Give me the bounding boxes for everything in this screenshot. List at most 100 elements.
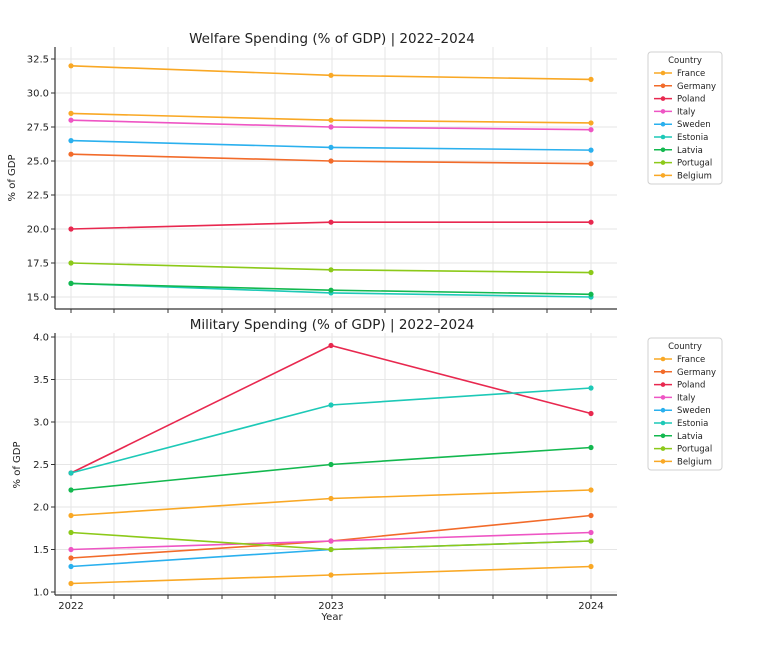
military-point-belgium-2022: [68, 580, 74, 587]
welfare-legend-label: Italy: [677, 107, 695, 117]
military-line-france: [70, 489, 592, 517]
military-series-estonia: [68, 385, 594, 476]
welfare-y-tick-label: 15.0: [27, 293, 49, 304]
welfare-y-axis-label: % of GDP: [7, 155, 18, 202]
welfare-y-tick-label: 27.5: [27, 123, 49, 134]
military-legend-title: Country: [668, 342, 702, 352]
welfare-point-belgium-2022: [68, 110, 74, 116]
military-legend-marker: [660, 356, 666, 362]
military-series-belgium: [68, 563, 594, 587]
military-y-tick-label: 3.5: [33, 375, 49, 386]
military-legend: Country France Germany Poland Italy Sweden Est…: [647, 337, 723, 471]
welfare-legend-label: Belgium: [677, 171, 712, 181]
welfare-series-latvia: [68, 280, 594, 297]
welfare-legend-label: Sweden: [677, 120, 711, 130]
military-point-estonia-2022: [68, 470, 74, 476]
military-y-tick-label: 3.0: [33, 418, 49, 429]
military-point-belgium-2023: [328, 572, 334, 578]
welfare-y-tick-label: 32.5: [27, 55, 49, 66]
welfare-y-tick-label: 25.0: [27, 157, 49, 168]
welfare-legend-label: Poland: [677, 95, 705, 105]
military-y-tick-label: 2.0: [33, 503, 49, 514]
military-y-tick-label: 1.0: [33, 588, 49, 599]
welfare-series-italy: [68, 117, 594, 133]
military-point-estonia-2024: [588, 385, 594, 391]
welfare-legend-label: Germany: [677, 82, 716, 92]
welfare-y-tick-label: 20.0: [27, 225, 49, 236]
welfare-point-belgium-2024: [588, 120, 594, 126]
welfare-point-belgium-2023: [328, 117, 334, 123]
welfare-legend-marker: [660, 160, 666, 165]
military-legend-label: Italy: [677, 393, 695, 403]
welfare-point-italy-2023: [328, 124, 334, 130]
military-series-italy: [68, 529, 594, 553]
military-point-poland-2023: [328, 342, 334, 349]
military-x-tick-label: 2024: [578, 601, 603, 612]
military-legend-marker: [660, 395, 666, 400]
military-x-tick-label: 2023: [318, 601, 343, 612]
military-point-italy-2022: [68, 546, 74, 553]
military-legend-label: Latvia: [677, 432, 703, 442]
military-point-germany-2022: [68, 555, 74, 561]
military-legend-label: Germany: [677, 368, 716, 378]
military-y-tick-label: 2.5: [33, 460, 49, 471]
welfare-point-germany-2023: [328, 158, 334, 164]
welfare-legend-label: Estonia: [677, 133, 708, 143]
welfare-point-poland-2022: [68, 226, 74, 232]
welfare-point-italy-2022: [68, 117, 74, 123]
welfare-legend-label: France: [677, 69, 705, 79]
welfare-point-latvia-2023: [328, 287, 334, 293]
welfare-point-poland-2023: [328, 219, 334, 225]
welfare-legend-marker: [660, 96, 666, 101]
welfare-legend-marker: [660, 70, 666, 76]
welfare-legend-label: Latvia: [677, 146, 703, 156]
welfare-point-germany-2024: [588, 161, 594, 167]
welfare-y-tick-label: 30.0: [27, 89, 49, 100]
military-legend-label: Sweden: [677, 406, 711, 416]
welfare-point-sweden-2024: [588, 147, 594, 153]
welfare-legend-marker: [660, 83, 666, 89]
military-legend-marker: [660, 459, 666, 464]
welfare-series-poland: [68, 219, 594, 232]
welfare-point-latvia-2022: [68, 280, 74, 286]
military-point-france-2024: [588, 487, 594, 493]
welfare-point-germany-2022: [68, 151, 74, 157]
military-y-tick-label: 1.5: [33, 545, 49, 556]
welfare-series-sweden: [68, 138, 594, 153]
military-legend-marker: [660, 420, 666, 426]
military-point-portugal-2024: [588, 538, 594, 544]
military-legend-marker: [660, 433, 666, 439]
welfare-point-portugal-2022: [68, 260, 74, 266]
military-point-italy-2024: [588, 529, 594, 536]
military-legend-marker: [660, 382, 666, 387]
military-point-italy-2023: [328, 538, 334, 544]
military-point-france-2022: [68, 512, 74, 519]
military-point-portugal-2022: [68, 529, 74, 536]
military-point-estonia-2023: [328, 402, 334, 408]
welfare-point-sweden-2023: [328, 144, 334, 150]
military-point-portugal-2023: [328, 546, 334, 553]
military-x-axis-label: Year: [320, 612, 343, 623]
welfare-point-italy-2024: [588, 127, 594, 133]
welfare-legend-marker: [660, 134, 666, 140]
military-series-poland: [68, 342, 594, 476]
welfare-legend-marker: [660, 147, 666, 153]
military-series-latvia: [68, 444, 594, 493]
military-point-germany-2024: [588, 512, 594, 519]
military-series-france: [68, 487, 594, 519]
welfare-point-france-2022: [68, 63, 74, 69]
welfare-point-portugal-2024: [588, 269, 594, 276]
welfare-point-latvia-2024: [588, 291, 594, 297]
military-legend-box: [647, 337, 723, 471]
welfare-legend-marker: [660, 121, 666, 127]
military-legend-label: Estonia: [677, 419, 708, 429]
military-line-poland: [70, 344, 592, 474]
military-point-poland-2024: [588, 410, 594, 417]
welfare-point-france-2023: [328, 72, 334, 78]
military-point-belgium-2024: [588, 563, 594, 570]
military-line-sweden: [70, 540, 592, 568]
welfare-point-poland-2024: [588, 219, 594, 225]
welfare-legend-label: Portugal: [677, 159, 712, 169]
military-legend-label: Portugal: [677, 445, 712, 455]
military-series-portugal: [68, 529, 594, 553]
